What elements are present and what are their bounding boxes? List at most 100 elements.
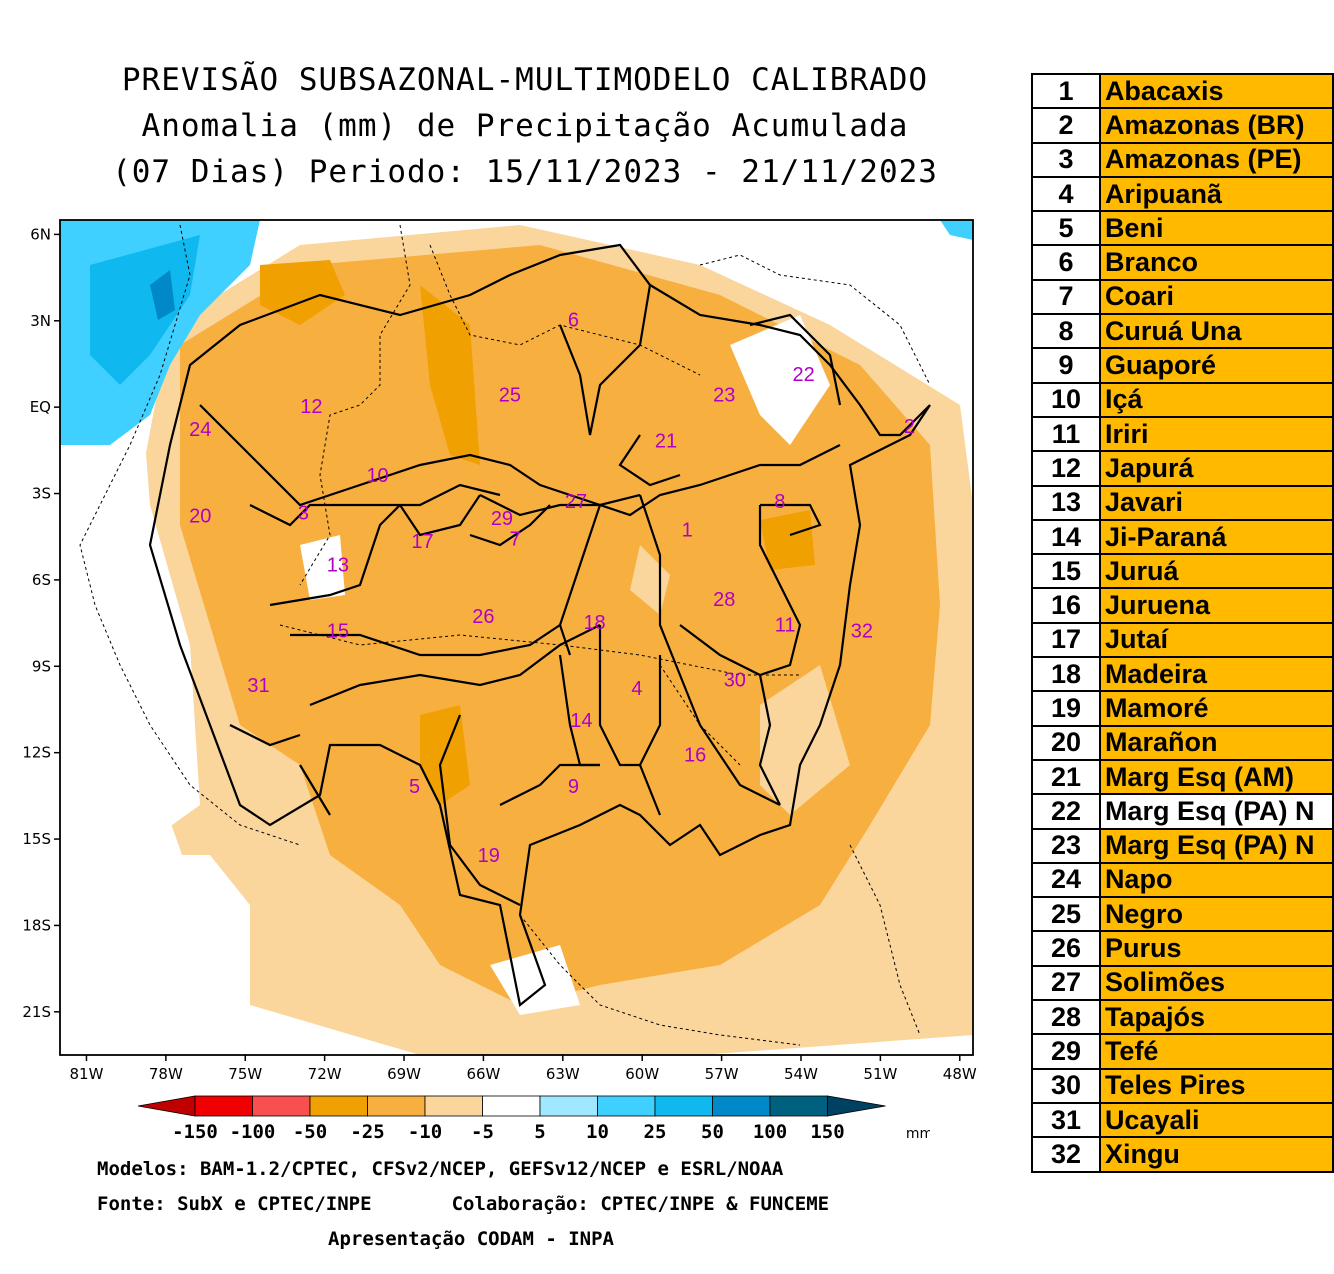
- legend-row: 8 Curuá Una: [1031, 313, 1334, 350]
- white-region: [730, 315, 830, 445]
- colorbar-tick-label: 150: [810, 1121, 844, 1143]
- legend-basin-name: Branco: [1098, 244, 1334, 281]
- legend-basin-name: Marg Esq (PA) N: [1098, 793, 1334, 830]
- white-region: [300, 535, 345, 600]
- legend-basin-number: 27: [1031, 964, 1101, 1002]
- legend-row: 13 Javari: [1031, 484, 1334, 521]
- lon-tick-label: 81W: [70, 1065, 104, 1083]
- colorbar-swatch: [482, 1095, 541, 1117]
- basin-number-label: 9: [568, 776, 579, 798]
- legend-basin-name: Beni: [1098, 210, 1334, 247]
- legend-row: 1 Abacaxis: [1031, 72, 1334, 110]
- legend-basin-number: 16: [1031, 587, 1101, 624]
- lat-tick-label: 6S: [32, 571, 51, 589]
- presentation-credit: Apresentação CODAM - INPA: [328, 1228, 614, 1250]
- lon-tick-label: 54W: [784, 1065, 818, 1083]
- legend-row: 2 Amazonas (BR): [1031, 107, 1334, 144]
- blue-region: [90, 235, 200, 385]
- legend-basin-number: 24: [1031, 861, 1101, 899]
- latitude-axis: 6N 3N EQ 3S 6S 9S 12S 15S 18S 21S: [22, 225, 60, 1021]
- basin-number-label: 19: [478, 845, 500, 867]
- legend-basin-number: 18: [1031, 656, 1101, 693]
- legend-basin-number: 30: [1031, 1067, 1101, 1104]
- legend-row: 28 Tapajós: [1031, 999, 1334, 1036]
- legend-row: 32 Xingu: [1031, 1136, 1334, 1173]
- map-frame: [59, 219, 974, 1056]
- legend-basin-name: Marg Esq (AM): [1098, 758, 1334, 796]
- legend-basin-name: Abacaxis: [1098, 72, 1334, 110]
- lon-tick-label: 78W: [149, 1065, 183, 1083]
- legend-basin-number: 19: [1031, 690, 1101, 727]
- legend-row: 3 Amazonas (PE): [1031, 141, 1334, 178]
- legend-basin-number: 2: [1031, 107, 1101, 144]
- map-period: (07 Dias) Periodo: 15/11/2023 - 21/11/20…: [112, 154, 938, 190]
- legend-basin-name: Aripuanã: [1098, 175, 1334, 213]
- legend-basin-name: Japurá: [1098, 450, 1334, 487]
- legend-row: 5 Beni: [1031, 210, 1334, 247]
- map-subtitle: Anomalia (mm) de Precipitação Acumulada: [141, 108, 909, 144]
- lon-tick-label: 51W: [863, 1065, 897, 1083]
- legend-basin-name: Juruena: [1098, 587, 1334, 624]
- legend-row: 23 Marg Esq (PA) N: [1031, 827, 1334, 864]
- lat-tick-label: 15S: [22, 830, 51, 848]
- legend-basin-name: Javari: [1098, 484, 1334, 521]
- legend-row: 27 Solimões: [1031, 964, 1334, 1002]
- basin-number-label: 22: [793, 364, 815, 386]
- legend-basin-number: 15: [1031, 553, 1101, 590]
- map-title: PREVISÃO SUBSAZONAL-MULTIMODELO CALIBRAD…: [121, 62, 929, 98]
- legend-row: 18 Madeira: [1031, 656, 1334, 693]
- lon-tick-label: 66W: [466, 1065, 500, 1083]
- basin-number-label: 25: [499, 384, 521, 406]
- legend-basin-name: Içá: [1098, 381, 1334, 418]
- legend-basin-number: 25: [1031, 896, 1101, 933]
- legend-row: 24 Napo: [1031, 861, 1334, 899]
- legend-basin-name: Amazonas (BR): [1098, 107, 1334, 144]
- legend-basin-number: 13: [1031, 484, 1101, 521]
- legend-row: 15 Juruá: [1031, 553, 1334, 590]
- basin-number-label: 6: [568, 310, 579, 332]
- legend-row: 30 Teles Pires: [1031, 1067, 1334, 1104]
- legend-basin-number: 20: [1031, 724, 1101, 761]
- legend-row: 7 Coari: [1031, 278, 1334, 316]
- legend-row: 31 Ucayali: [1031, 1101, 1334, 1139]
- legend-row: 4 Aripuanã: [1031, 175, 1334, 213]
- legend-basin-number: 26: [1031, 930, 1101, 967]
- legend-basin-name: Ucayali: [1098, 1101, 1334, 1139]
- legend-basin-name: Marañon: [1098, 724, 1334, 761]
- basin-number-label: 20: [189, 505, 211, 527]
- legend-basin-number: 23: [1031, 827, 1101, 864]
- legend-basin-name: Solimões: [1098, 964, 1334, 1002]
- legend-basin-number: 10: [1031, 381, 1101, 418]
- legend-basin-name: Iriri: [1098, 415, 1334, 453]
- legend-basin-number: 9: [1031, 347, 1101, 384]
- basin-number-label: 16: [684, 744, 706, 766]
- basin-number-label: 30: [724, 669, 746, 691]
- legend-basin-number: 32: [1031, 1136, 1101, 1173]
- basin-number-label: 3: [298, 502, 309, 524]
- colorbar-swatch: [769, 1095, 828, 1117]
- basin-number-label: 7: [510, 528, 521, 550]
- lat-tick-label: 6N: [30, 225, 51, 243]
- legend-basin-number: 1: [1031, 72, 1101, 110]
- lon-tick-label: 69W: [387, 1065, 421, 1083]
- lat-tick-label: EQ: [30, 398, 51, 416]
- basin-number-label: 31: [247, 675, 269, 697]
- basin-number-label: 17: [411, 531, 433, 553]
- light-blue-patch: [940, 220, 973, 240]
- legend-row: 16 Juruena: [1031, 587, 1334, 624]
- basin-number-label: 32: [851, 621, 873, 643]
- basin-number-label: 21: [655, 430, 677, 452]
- legend-basin-number: 22: [1031, 793, 1101, 830]
- legend-row: 25 Negro: [1031, 896, 1334, 933]
- legend-row: 12 Japurá: [1031, 450, 1334, 487]
- colorbar-max-arrow: [827, 1095, 886, 1117]
- lat-tick-label: 18S: [22, 916, 51, 934]
- basin-number-label: 29: [491, 508, 513, 530]
- dark-orange-patch: [760, 510, 815, 570]
- basin-number-label: 11: [775, 615, 796, 637]
- colorbar-tick-label: -10: [408, 1121, 442, 1143]
- legend-row: 9 Guaporé: [1031, 347, 1334, 384]
- legend-basin-name: Coari: [1098, 278, 1334, 316]
- country-borders: [79, 224, 931, 1046]
- colorbar-tick-label: 50: [701, 1121, 724, 1143]
